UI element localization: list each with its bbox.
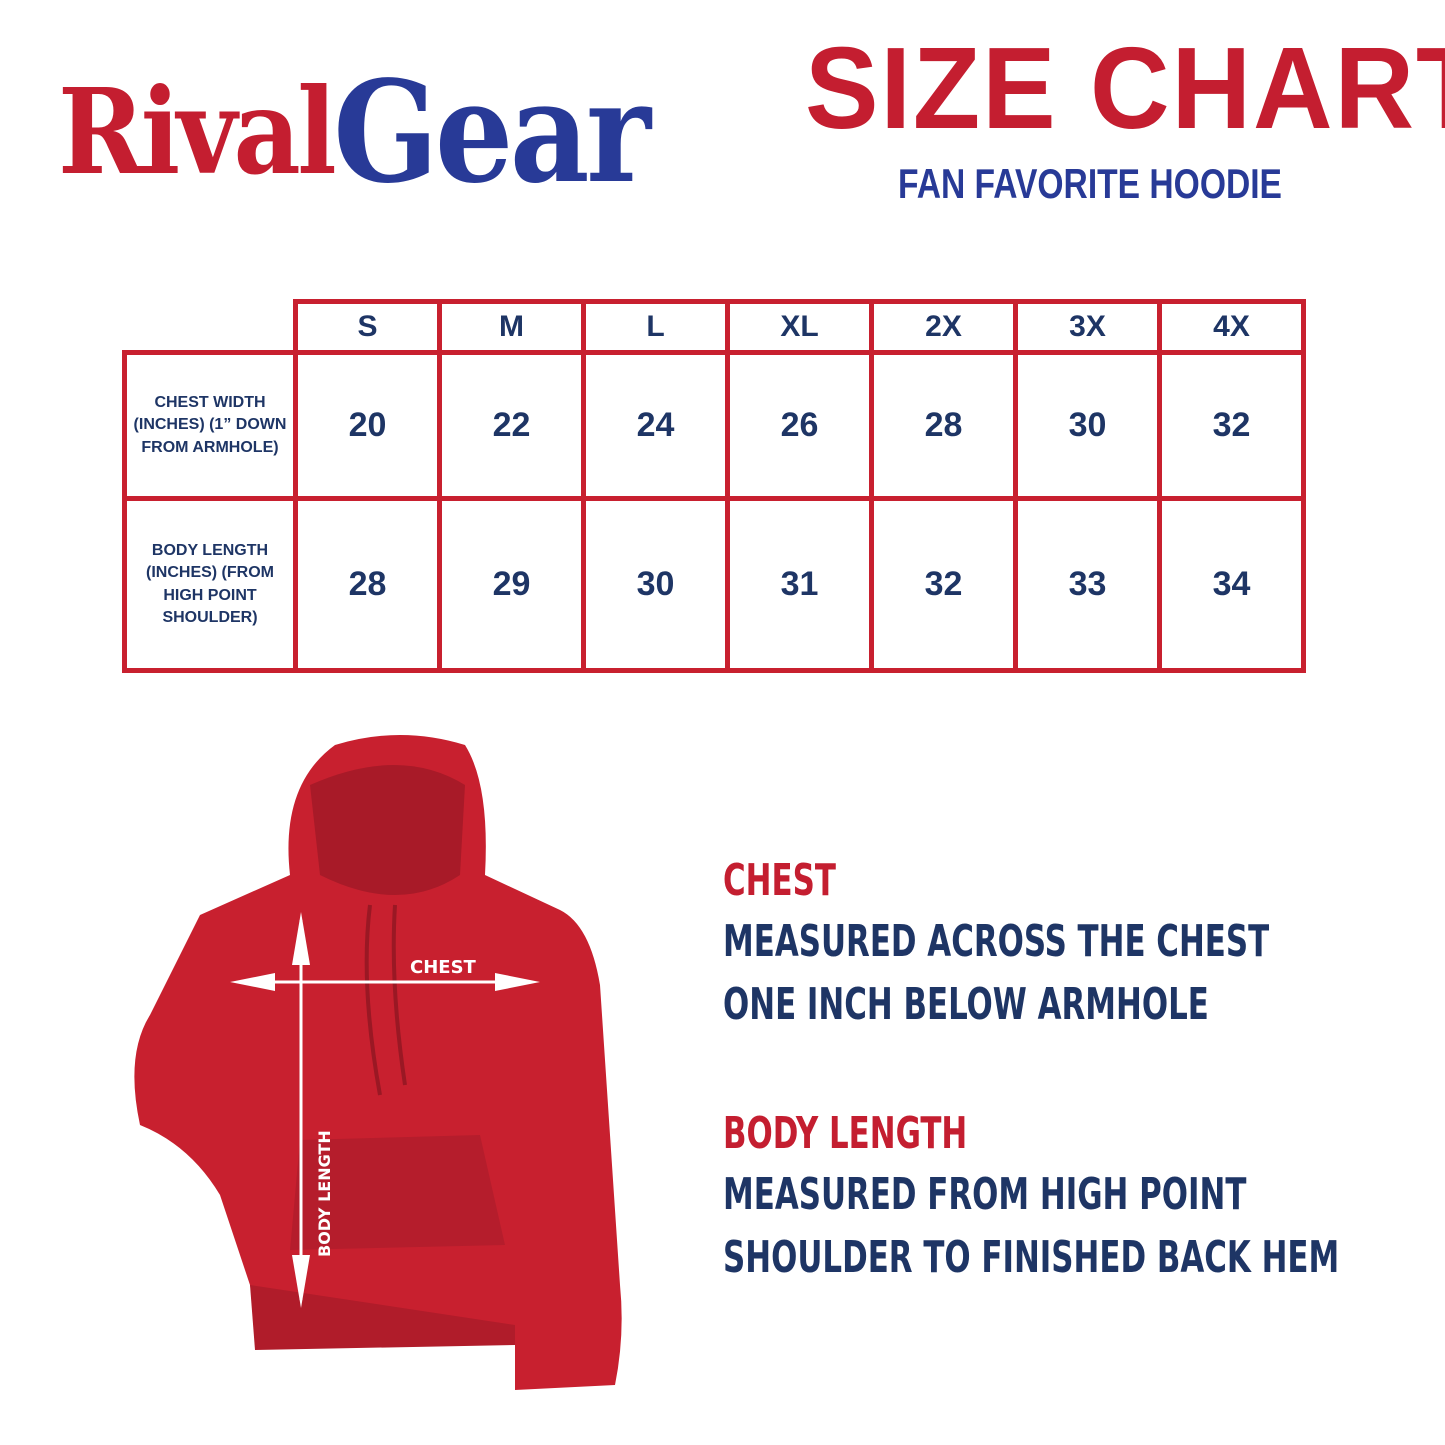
size-header: S [293,299,442,355]
size-header-row: S M L XL 2X 3X 4X [124,299,1306,355]
logo-part-2: Gear [333,51,651,215]
body-length-description: BODY LENGTH MEASURED FROM HIGH POINT SHO… [723,1108,1339,1289]
table-cell: 31 [725,496,874,673]
table-cell: 29 [437,496,586,673]
body-length-line-1: MEASURED FROM HIGH POINT [723,1169,1247,1220]
table-cell: 30 [581,496,730,673]
size-header: XL [725,299,874,355]
chest-description: CHEST MEASURED ACROSS THE CHEST ONE INCH… [723,855,1269,1036]
table-cell: 24 [581,350,730,501]
table-cell: 32 [869,496,1018,673]
table-cell: 22 [437,350,586,501]
body-length-arrow [292,912,310,1308]
body-length-heading: BODY LENGTH [723,1108,968,1159]
chest-label: CHEST [410,957,477,978]
logo-part-1: Rival [58,62,337,201]
chest-arrow [230,973,540,991]
page-title: SIZE CHART [805,23,1445,153]
size-header: M [437,299,586,355]
table-cell: 34 [1157,496,1306,673]
table-cell: 30 [1013,350,1162,501]
size-header: 3X [1013,299,1162,355]
table-cell: 20 [293,350,442,501]
hoodie-diagram: CHEST BODY LENGTH [134,735,622,1390]
table-row-body-length: BODY LENGTH (INCHES) (FROM HIGH POINT SH… [122,496,1306,673]
page-subtitle: FAN FAVORITE HOODIE [898,160,1282,207]
table-cell: 28 [869,350,1018,501]
chest-line-2: ONE INCH BELOW ARMHOLE [723,979,1209,1030]
blank-corner [124,301,298,355]
body-length-label: BODY LENGTH [315,1130,334,1257]
size-header: 2X [869,299,1018,355]
row-label: CHEST WIDTH (INCHES) (1” DOWN FROM ARMHO… [122,350,298,501]
table-cell: 32 [1157,350,1306,501]
size-table: S M L XL 2X 3X 4X CHEST WIDTH (INCHES) (… [122,299,1306,673]
hoodie-image [134,735,622,1390]
size-header: L [581,299,730,355]
table-row-chest: CHEST WIDTH (INCHES) (1” DOWN FROM ARMHO… [122,350,1306,501]
body-length-line-2: SHOULDER TO FINISHED BACK HEM [723,1232,1340,1283]
chest-heading: CHEST [723,855,836,906]
row-label: BODY LENGTH (INCHES) (FROM HIGH POINT SH… [122,496,298,673]
table-cell: 33 [1013,496,1162,673]
brand-logo: RivalGear [58,55,651,203]
table-cell: 28 [293,496,442,673]
chest-line-1: MEASURED ACROSS THE CHEST [723,916,1270,967]
size-header: 4X [1157,299,1306,355]
table-cell: 26 [725,350,874,501]
